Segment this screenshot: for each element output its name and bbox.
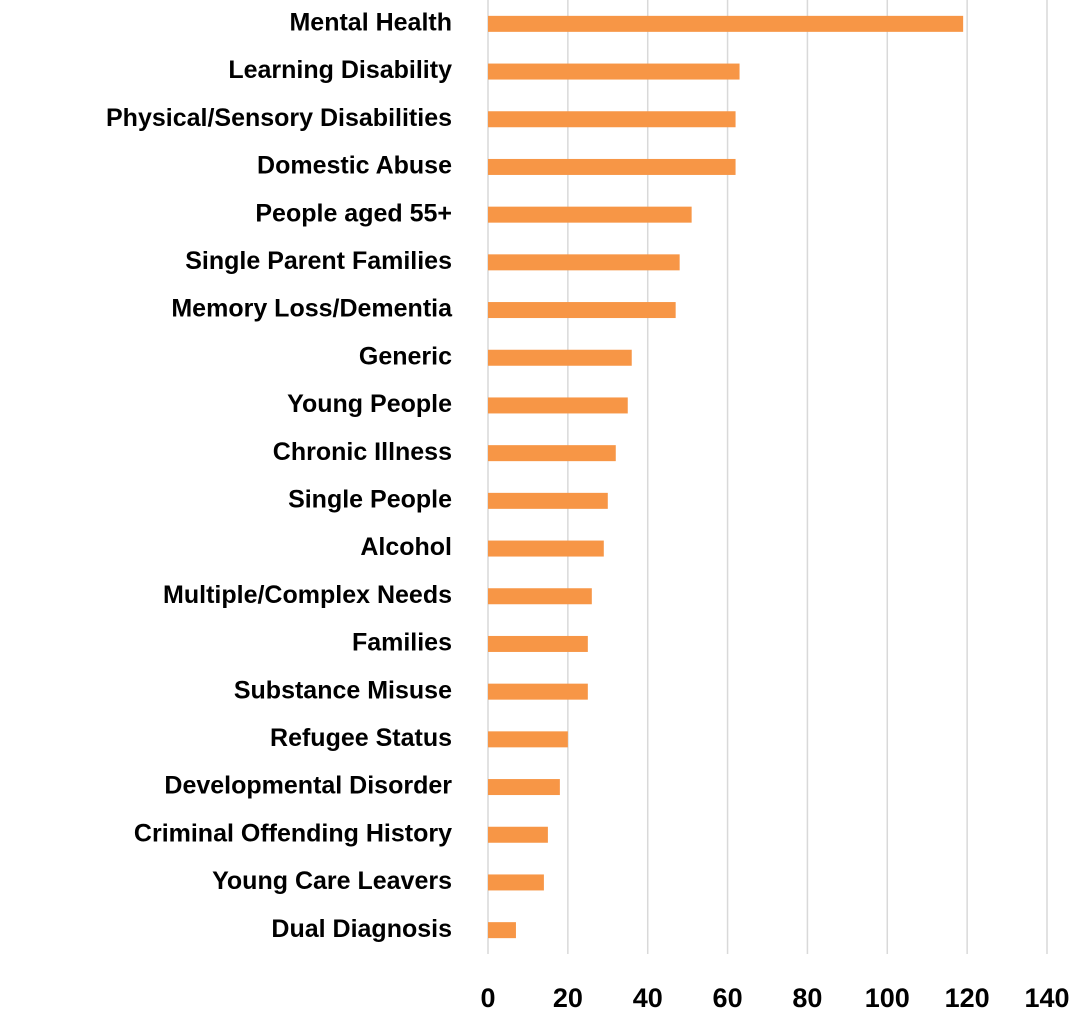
y-tick-label: Criminal Offending History [134, 819, 452, 847]
bar [488, 254, 680, 271]
y-tick-label: Dual Diagnosis [271, 915, 452, 943]
x-tick-label: 100 [865, 983, 910, 1013]
y-tick-label: Physical/Sensory Disabilities [106, 104, 452, 132]
bar [488, 922, 516, 939]
x-tick-label: 40 [633, 983, 663, 1013]
bar [488, 635, 588, 652]
y-tick-label: Mental Health [289, 8, 452, 36]
y-tick-label: Young People [287, 390, 452, 418]
bar [488, 63, 740, 80]
y-tick-label: Developmental Disorder [164, 772, 452, 800]
x-tick-label: 80 [792, 983, 822, 1013]
bar [488, 779, 560, 796]
y-tick-label: Single Parent Families [185, 247, 452, 275]
y-tick-label: Young Care Leavers [212, 867, 452, 895]
bar [488, 588, 592, 605]
x-tick-label: 140 [1024, 983, 1069, 1013]
bar [488, 397, 628, 414]
y-tick-label: Multiple/Complex Needs [163, 581, 452, 609]
y-tick-label: Memory Loss/Dementia [171, 295, 453, 323]
y-tick-label: Alcohol [360, 533, 452, 561]
bar [488, 302, 676, 319]
x-tick-label: 0 [480, 983, 495, 1013]
bar [488, 683, 588, 700]
bar [488, 540, 604, 557]
y-tick-label: Learning Disability [228, 56, 452, 84]
bar [488, 492, 608, 509]
y-tick-label: People aged 55+ [255, 199, 452, 227]
bar [488, 111, 736, 128]
x-tick-label: 60 [713, 983, 743, 1013]
bar [488, 206, 692, 223]
y-tick-label: Single People [288, 485, 452, 513]
bar [488, 15, 964, 32]
y-tick-label: Chronic Illness [273, 438, 452, 466]
x-tick-label: 20 [553, 983, 583, 1013]
bar [488, 731, 568, 748]
y-tick-label: Refugee Status [270, 724, 452, 752]
bar [488, 349, 632, 366]
x-tick-label: 120 [945, 983, 990, 1013]
bar [488, 874, 544, 891]
y-tick-label: Domestic Abuse [257, 152, 452, 180]
bar [488, 158, 736, 175]
y-tick-label: Generic [359, 342, 452, 370]
y-tick-label: Substance Misuse [234, 676, 452, 704]
bar [488, 445, 616, 462]
y-tick-label: Families [352, 629, 452, 657]
bar [488, 826, 548, 843]
